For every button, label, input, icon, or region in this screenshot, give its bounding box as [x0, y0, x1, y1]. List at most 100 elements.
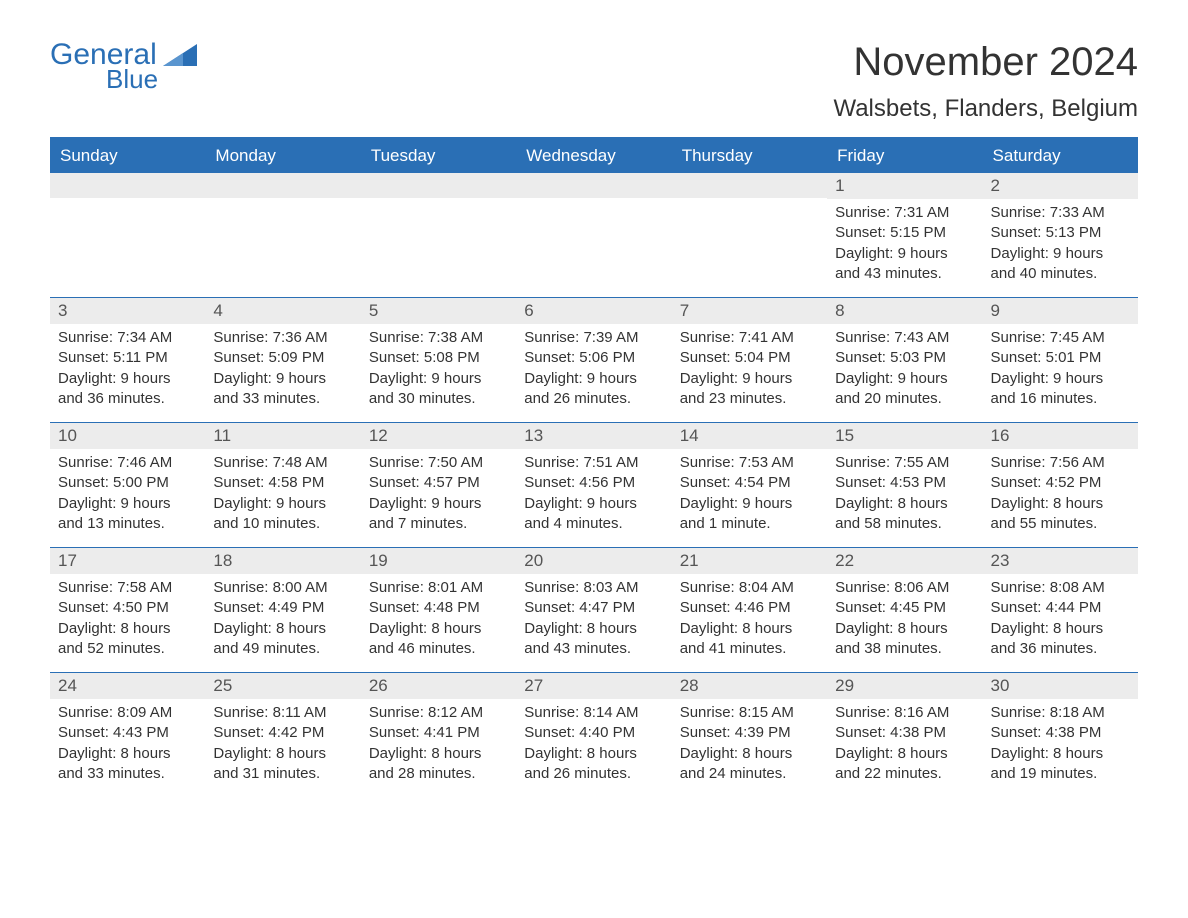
day-content: Sunrise: 8:01 AMSunset: 4:48 PMDaylight:… — [361, 574, 516, 665]
day-number: 1 — [827, 173, 982, 199]
day-sunset: Sunset: 5:04 PM — [680, 348, 819, 368]
day-content: Sunrise: 8:16 AMSunset: 4:38 PMDaylight:… — [827, 699, 982, 790]
day-number: 7 — [672, 298, 827, 324]
day-cell: 5Sunrise: 7:38 AMSunset: 5:08 PMDaylight… — [361, 298, 516, 422]
day-day2: and 1 minute. — [680, 514, 819, 534]
day-sunset: Sunset: 5:01 PM — [991, 348, 1130, 368]
day-day1: Daylight: 8 hours — [58, 619, 197, 639]
day-cell: 21Sunrise: 8:04 AMSunset: 4:46 PMDayligh… — [672, 548, 827, 672]
day-content: Sunrise: 7:38 AMSunset: 5:08 PMDaylight:… — [361, 324, 516, 415]
day-sunset: Sunset: 4:41 PM — [369, 723, 508, 743]
dow-label: Tuesday — [361, 139, 516, 173]
day-day1: Daylight: 8 hours — [680, 744, 819, 764]
day-sunset: Sunset: 4:48 PM — [369, 598, 508, 618]
day-content: Sunrise: 7:45 AMSunset: 5:01 PMDaylight:… — [983, 324, 1138, 415]
day-cell: 6Sunrise: 7:39 AMSunset: 5:06 PMDaylight… — [516, 298, 671, 422]
week-row: 17Sunrise: 7:58 AMSunset: 4:50 PMDayligh… — [50, 547, 1138, 672]
day-content: Sunrise: 8:12 AMSunset: 4:41 PMDaylight:… — [361, 699, 516, 790]
day-cell: 12Sunrise: 7:50 AMSunset: 4:57 PMDayligh… — [361, 423, 516, 547]
day-number: 18 — [205, 548, 360, 574]
day-sunrise: Sunrise: 7:34 AM — [58, 328, 197, 348]
day-content: Sunrise: 7:53 AMSunset: 4:54 PMDaylight:… — [672, 449, 827, 540]
day-sunset: Sunset: 4:46 PM — [680, 598, 819, 618]
day-number: 2 — [983, 173, 1138, 199]
title-block: November 2024 Walsbets, Flanders, Belgiu… — [833, 40, 1138, 123]
day-cell: 9Sunrise: 7:45 AMSunset: 5:01 PMDaylight… — [983, 298, 1138, 422]
day-sunrise: Sunrise: 7:56 AM — [991, 453, 1130, 473]
dow-label: Sunday — [50, 139, 205, 173]
page-title: November 2024 — [833, 40, 1138, 85]
day-cell: 16Sunrise: 7:56 AMSunset: 4:52 PMDayligh… — [983, 423, 1138, 547]
day-day1: Daylight: 8 hours — [58, 744, 197, 764]
day-sunrise: Sunrise: 8:12 AM — [369, 703, 508, 723]
day-day1: Daylight: 9 hours — [680, 369, 819, 389]
day-cell: 14Sunrise: 7:53 AMSunset: 4:54 PMDayligh… — [672, 423, 827, 547]
dow-label: Wednesday — [516, 139, 671, 173]
day-number: 19 — [361, 548, 516, 574]
day-sunrise: Sunrise: 7:58 AM — [58, 578, 197, 598]
day-content: Sunrise: 8:09 AMSunset: 4:43 PMDaylight:… — [50, 699, 205, 790]
dow-label: Friday — [827, 139, 982, 173]
day-sunrise: Sunrise: 7:46 AM — [58, 453, 197, 473]
day-day2: and 36 minutes. — [58, 389, 197, 409]
day-sunset: Sunset: 4:43 PM — [58, 723, 197, 743]
day-number — [50, 173, 205, 198]
day-sunset: Sunset: 4:57 PM — [369, 473, 508, 493]
day-cell — [672, 173, 827, 297]
day-sunset: Sunset: 4:47 PM — [524, 598, 663, 618]
day-day1: Daylight: 8 hours — [835, 494, 974, 514]
day-number: 22 — [827, 548, 982, 574]
day-sunset: Sunset: 4:44 PM — [991, 598, 1130, 618]
day-number: 17 — [50, 548, 205, 574]
day-sunrise: Sunrise: 8:04 AM — [680, 578, 819, 598]
day-cell: 27Sunrise: 8:14 AMSunset: 4:40 PMDayligh… — [516, 673, 671, 797]
location-text: Walsbets, Flanders, Belgium — [833, 95, 1138, 123]
day-number: 11 — [205, 423, 360, 449]
day-content: Sunrise: 8:11 AMSunset: 4:42 PMDaylight:… — [205, 699, 360, 790]
calendar: SundayMondayTuesdayWednesdayThursdayFrid… — [50, 137, 1138, 797]
day-number: 23 — [983, 548, 1138, 574]
day-cell: 11Sunrise: 7:48 AMSunset: 4:58 PMDayligh… — [205, 423, 360, 547]
day-content: Sunrise: 8:06 AMSunset: 4:45 PMDaylight:… — [827, 574, 982, 665]
week-row: 10Sunrise: 7:46 AMSunset: 5:00 PMDayligh… — [50, 422, 1138, 547]
day-day1: Daylight: 9 hours — [369, 494, 508, 514]
day-day2: and 43 minutes. — [524, 639, 663, 659]
day-sunset: Sunset: 4:56 PM — [524, 473, 663, 493]
day-sunset: Sunset: 4:38 PM — [835, 723, 974, 743]
day-sunset: Sunset: 4:39 PM — [680, 723, 819, 743]
day-day1: Daylight: 8 hours — [213, 619, 352, 639]
day-number: 10 — [50, 423, 205, 449]
day-day1: Daylight: 9 hours — [835, 244, 974, 264]
day-day1: Daylight: 9 hours — [835, 369, 974, 389]
day-sunrise: Sunrise: 7:41 AM — [680, 328, 819, 348]
day-content: Sunrise: 7:43 AMSunset: 5:03 PMDaylight:… — [827, 324, 982, 415]
day-content: Sunrise: 7:31 AMSunset: 5:15 PMDaylight:… — [827, 199, 982, 290]
day-sunrise: Sunrise: 7:38 AM — [369, 328, 508, 348]
day-day1: Daylight: 8 hours — [524, 744, 663, 764]
day-day1: Daylight: 8 hours — [369, 744, 508, 764]
day-day1: Daylight: 9 hours — [680, 494, 819, 514]
day-day2: and 38 minutes. — [835, 639, 974, 659]
day-sunset: Sunset: 5:08 PM — [369, 348, 508, 368]
day-cell: 20Sunrise: 8:03 AMSunset: 4:47 PMDayligh… — [516, 548, 671, 672]
day-cell: 17Sunrise: 7:58 AMSunset: 4:50 PMDayligh… — [50, 548, 205, 672]
day-day2: and 52 minutes. — [58, 639, 197, 659]
day-number: 24 — [50, 673, 205, 699]
week-row: 1Sunrise: 7:31 AMSunset: 5:15 PMDaylight… — [50, 173, 1138, 297]
day-sunrise: Sunrise: 8:09 AM — [58, 703, 197, 723]
day-number: 16 — [983, 423, 1138, 449]
day-sunset: Sunset: 5:11 PM — [58, 348, 197, 368]
day-cell: 1Sunrise: 7:31 AMSunset: 5:15 PMDaylight… — [827, 173, 982, 297]
day-day2: and 13 minutes. — [58, 514, 197, 534]
day-day2: and 30 minutes. — [369, 389, 508, 409]
day-content: Sunrise: 8:04 AMSunset: 4:46 PMDaylight:… — [672, 574, 827, 665]
day-content: Sunrise: 7:48 AMSunset: 4:58 PMDaylight:… — [205, 449, 360, 540]
day-sunset: Sunset: 5:13 PM — [991, 223, 1130, 243]
day-day1: Daylight: 9 hours — [58, 369, 197, 389]
day-day2: and 31 minutes. — [213, 764, 352, 784]
day-number — [672, 173, 827, 198]
day-content: Sunrise: 7:51 AMSunset: 4:56 PMDaylight:… — [516, 449, 671, 540]
day-cell: 13Sunrise: 7:51 AMSunset: 4:56 PMDayligh… — [516, 423, 671, 547]
day-day2: and 36 minutes. — [991, 639, 1130, 659]
day-content: Sunrise: 7:33 AMSunset: 5:13 PMDaylight:… — [983, 199, 1138, 290]
